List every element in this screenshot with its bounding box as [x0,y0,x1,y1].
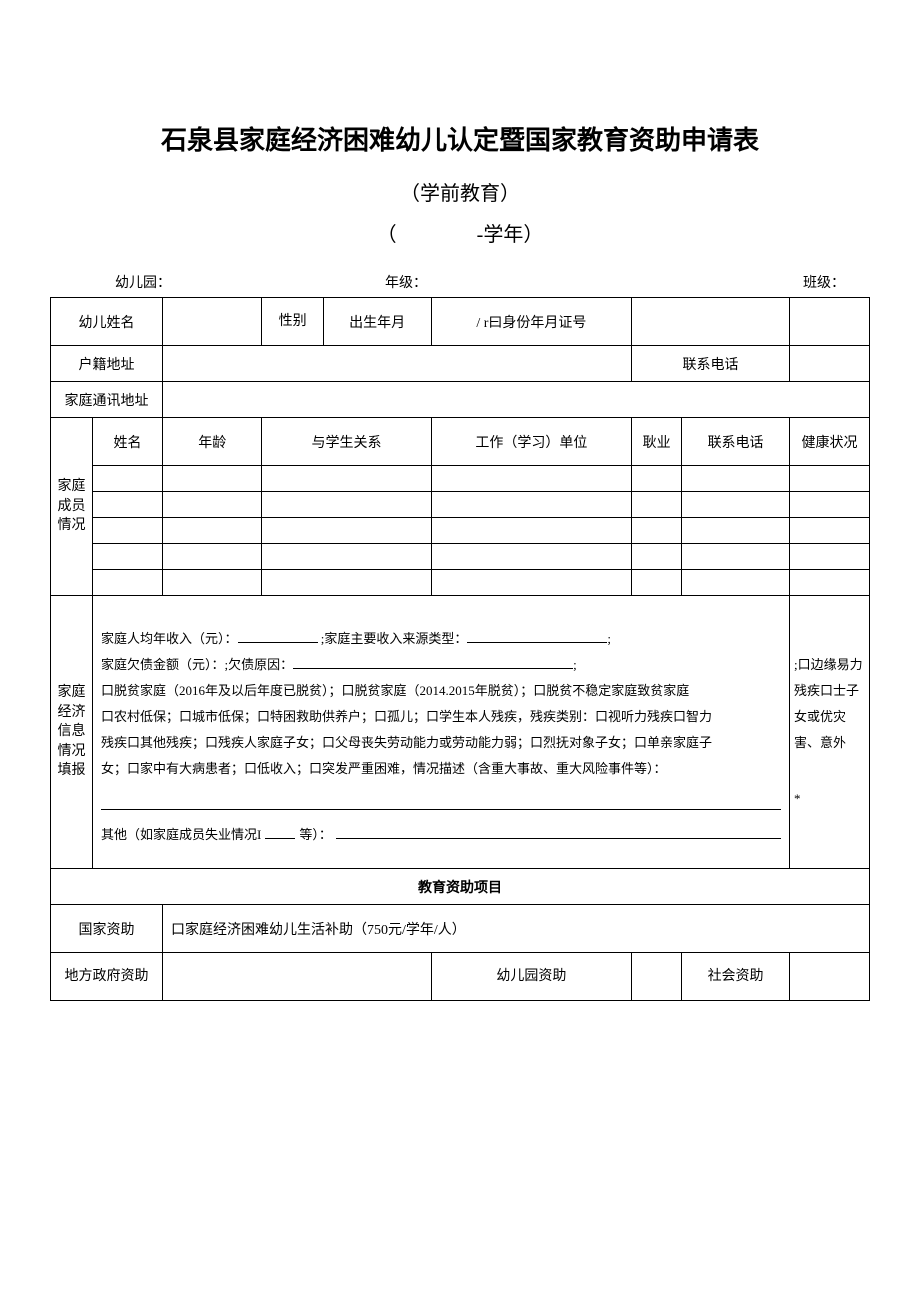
table-cell[interactable] [790,492,870,518]
table-cell[interactable] [431,570,632,596]
econ-other-label: 其他（如家庭成员失业情况I [101,822,261,848]
table-cell[interactable] [93,544,163,570]
fm-job-header: 耿业 [632,418,682,466]
econ-line: 家庭欠债金额（元）：;欠债原因： [101,657,293,672]
table-cell[interactable] [682,570,790,596]
table-cell[interactable] [163,518,262,544]
econ-line: ;家庭主要收入来源类型： [321,631,468,646]
header-row: 幼儿园： 年级： 班级： [50,272,870,292]
table-cell[interactable] [632,518,682,544]
table-cell[interactable] [163,544,262,570]
page-title: 石泉县家庭经济困难幼儿认定暨国家教育资助申请表 [50,120,870,157]
grade-label: 年级： [385,272,735,292]
school-aid-label: 幼儿园资助 [431,953,632,1001]
econ-info-body[interactable]: 家庭人均年收入（元）： ;家庭主要收入来源类型：; 家庭欠债金额（元）：;欠债原… [93,596,790,869]
table-cell[interactable] [790,570,870,596]
econ-line: 残疾口其他残疾；口残疾人家庭子女；口父母丧失劳动能力或劳动能力弱；口烈抚对象子女… [101,730,781,756]
social-aid-value[interactable] [790,953,870,1001]
class-label: 班级： [735,272,865,292]
addr-label: 家庭通讯地址 [51,382,163,418]
table-cell[interactable] [790,518,870,544]
table-cell[interactable] [431,544,632,570]
phone-label: 联系电话 [632,346,790,382]
table-cell[interactable] [632,544,682,570]
school-aid-value[interactable] [632,953,682,1001]
academic-year: （ -学年） [50,218,870,247]
fm-name-header: 姓名 [93,418,163,466]
table-cell[interactable] [682,466,790,492]
table-cell[interactable] [431,518,632,544]
econ-line: 口脱贫家庭（2016年及以后年度已脱贫）；口脱贫家庭（2014.2015年脱贫）… [101,678,781,704]
table-cell[interactable] [632,570,682,596]
table-cell[interactable] [93,518,163,544]
gender-label: 性别 [262,298,323,346]
child-name-label: 幼儿姓名 [51,298,163,346]
national-aid-label: 国家资助 [51,905,163,953]
fm-workunit-header: 工作（学习）单位 [431,418,632,466]
table-cell[interactable] [262,570,431,596]
econ-section-label: 家庭经济信息情况填报 [51,596,93,869]
table-cell[interactable] [431,492,632,518]
table-cell[interactable] [431,466,632,492]
fm-health-header: 健康状况 [790,418,870,466]
application-form-table: 幼儿姓名 性别 出生年月 / r曰身份年月证号 户籍地址 联系电话 家庭通讯地址… [50,297,870,1001]
table-cell[interactable] [632,466,682,492]
econ-right-column: ;口边缘易力残疾口士子女或优灾害、意外 * [790,596,870,869]
asterisk: * [794,786,865,812]
child-name-value[interactable] [163,298,262,346]
table-cell[interactable] [163,466,262,492]
page-subtitle: （学前教育） [50,177,870,206]
family-section-label: 家庭成员情况 [51,418,93,596]
hukou-label: 户籍地址 [51,346,163,382]
table-cell[interactable] [163,570,262,596]
national-aid-item[interactable]: 口家庭经济困难幼儿生活补助（750元/学年/人） [163,905,870,953]
hukou-value[interactable] [163,346,632,382]
table-cell[interactable] [93,492,163,518]
table-cell[interactable] [682,544,790,570]
local-aid-value[interactable] [163,953,432,1001]
econ-line: 家庭人均年收入（元）： [101,631,238,646]
table-cell[interactable] [262,466,431,492]
addr-value[interactable] [163,382,870,418]
id-value[interactable] [789,298,869,346]
fm-age-header: 年龄 [163,418,262,466]
table-cell[interactable] [93,466,163,492]
table-cell[interactable] [790,544,870,570]
econ-line: 口农村低保；口城市低保；口特困救助供养户；口孤儿；口学生本人残疾，残疾类别：口视… [101,704,781,730]
table-cell[interactable] [790,466,870,492]
table-cell[interactable] [262,492,431,518]
table-cell[interactable] [682,492,790,518]
edu-aid-section-header: 教育资助项目 [51,869,870,905]
table-cell[interactable] [682,518,790,544]
birth-value[interactable] [632,298,790,346]
social-aid-label: 社会资助 [682,953,790,1001]
fm-relation-header: 与学生关系 [262,418,431,466]
school-label: 幼儿园： [55,272,385,292]
table-cell[interactable] [632,492,682,518]
table-cell[interactable] [163,492,262,518]
id-label: / r曰身份年月证号 [431,298,632,346]
table-cell[interactable] [93,570,163,596]
birth-label: 出生年月 [323,298,431,346]
local-aid-label: 地方政府资助 [51,953,163,1001]
econ-other-mid: 等）： [299,822,332,848]
table-cell[interactable] [262,518,431,544]
table-cell[interactable] [262,544,431,570]
fm-phone-header: 联系电话 [682,418,790,466]
phone-value[interactable] [789,346,869,382]
econ-line: 女；口家中有大病患者；口低收入；口突发严重困难，情况描述（含重大事故、重大风险事… [101,756,781,782]
